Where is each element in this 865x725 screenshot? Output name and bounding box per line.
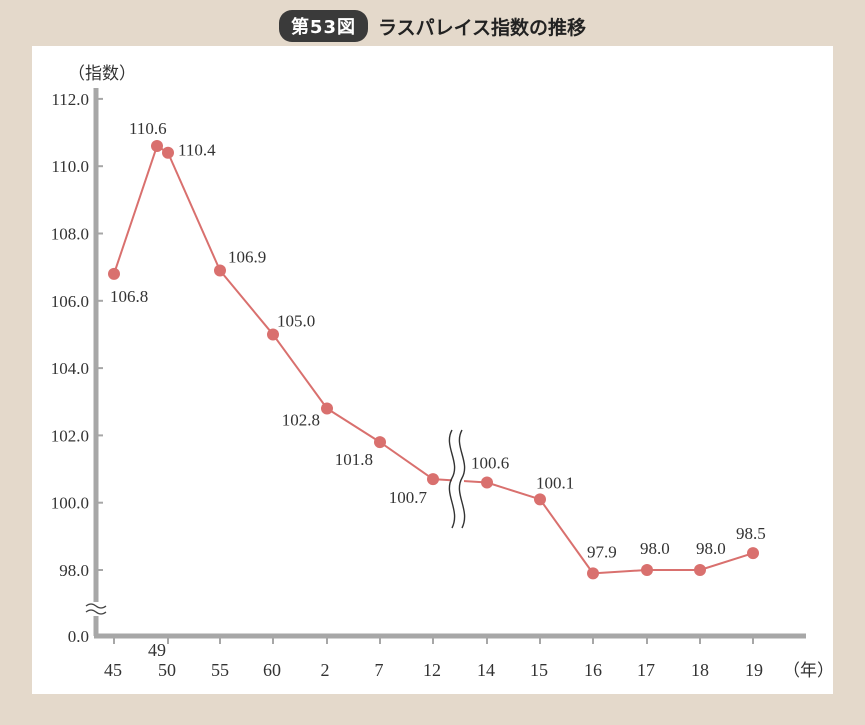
x-tick-label: 49 (148, 640, 166, 660)
data-point (747, 547, 759, 560)
data-point (427, 473, 439, 486)
x-tick-label: 55 (211, 660, 229, 680)
data-label: 98.0 (640, 539, 670, 558)
series-line-segment (272, 333, 328, 410)
series-layer (108, 140, 759, 580)
y-axis-break-wave (85, 609, 107, 615)
data-point (534, 493, 546, 506)
series-line-segment (326, 407, 381, 443)
data-point (374, 436, 386, 449)
data-label: 105.0 (277, 311, 315, 330)
series-line-segment (379, 441, 434, 480)
x-tick-label: 16 (584, 660, 602, 680)
y-tick-label: 0.0 (68, 627, 89, 646)
labels-layer: 106.8 110.6 110.4 106.9 105.0 102.8 101.8 100.7… (110, 119, 766, 561)
y-tick-label: 110.0 (51, 157, 89, 176)
data-point (214, 264, 226, 277)
x-tick-label: 15 (530, 660, 548, 680)
x-tick-label: 2 (321, 660, 330, 680)
series-line-segment (539, 498, 594, 574)
data-point (587, 567, 599, 580)
y-tick-label: 104.0 (51, 359, 89, 378)
data-point (481, 476, 493, 489)
x-tick-label: 45 (104, 660, 122, 680)
figure-title: ラスパレイス指数の推移 (378, 16, 587, 39)
data-label: 102.8 (282, 410, 320, 429)
data-point (151, 140, 163, 153)
y-tick-label: 102.0 (51, 426, 89, 445)
x-tick-label: 19 (745, 660, 763, 680)
x-tick-label: 14 (477, 660, 495, 680)
x-tick-label: 12 (423, 660, 441, 680)
y-axis-label: （指数） (68, 64, 136, 83)
y-axis-break-wave (85, 603, 107, 609)
data-point (641, 564, 653, 576)
x-tick-label: 18 (691, 660, 709, 680)
data-label: 101.8 (335, 450, 373, 469)
y-tick-label: 108.0 (51, 225, 89, 244)
x-break-gap (452, 428, 464, 532)
data-label: 98.5 (736, 524, 766, 543)
series-line-segment (699, 552, 754, 571)
series-line-segment (167, 152, 221, 271)
x-tick-label: 60 (263, 660, 281, 680)
y-tick-label: 100.0 (51, 494, 89, 513)
x-tick-label: 17 (637, 660, 655, 680)
figure-header: 第53図 ラスパレイス指数の推移 (0, 10, 865, 42)
series-line-segment (113, 145, 158, 275)
data-label: 98.0 (696, 539, 726, 558)
x-tick-label: 7 (375, 660, 384, 680)
x-tick-label: 50 (158, 660, 176, 680)
y-axis-break-gap (86, 602, 106, 616)
data-label: 100.6 (471, 454, 509, 473)
data-label: 106.9 (228, 248, 266, 267)
x-break-wave (448, 429, 456, 529)
data-point (321, 402, 333, 415)
data-label: 110.4 (178, 141, 216, 160)
data-label: 100.1 (536, 473, 574, 492)
data-label: 106.8 (110, 287, 148, 306)
data-label: 100.7 (389, 488, 428, 507)
y-tick-label: 106.0 (51, 292, 89, 311)
x-break-wave (458, 429, 466, 529)
y-tick-label: 98.0 (59, 561, 89, 580)
series-line-segment (219, 269, 274, 336)
y-tick-label: 112.0 (51, 90, 89, 109)
data-label: 97.9 (587, 542, 617, 561)
axes-layer: 112.0 110.0 108.0 106.0 104.0 102.0 100.0 98.0 0… (51, 64, 834, 680)
data-point (694, 564, 706, 576)
figure-number-badge: 第53図 (278, 10, 368, 42)
series-line-segment (592, 569, 648, 575)
data-point (108, 267, 120, 280)
data-point (267, 328, 279, 341)
data-label: 110.6 (129, 119, 167, 138)
data-point (162, 146, 174, 159)
series-line-segment (486, 481, 541, 501)
x-axis-label: （年） (783, 661, 834, 680)
